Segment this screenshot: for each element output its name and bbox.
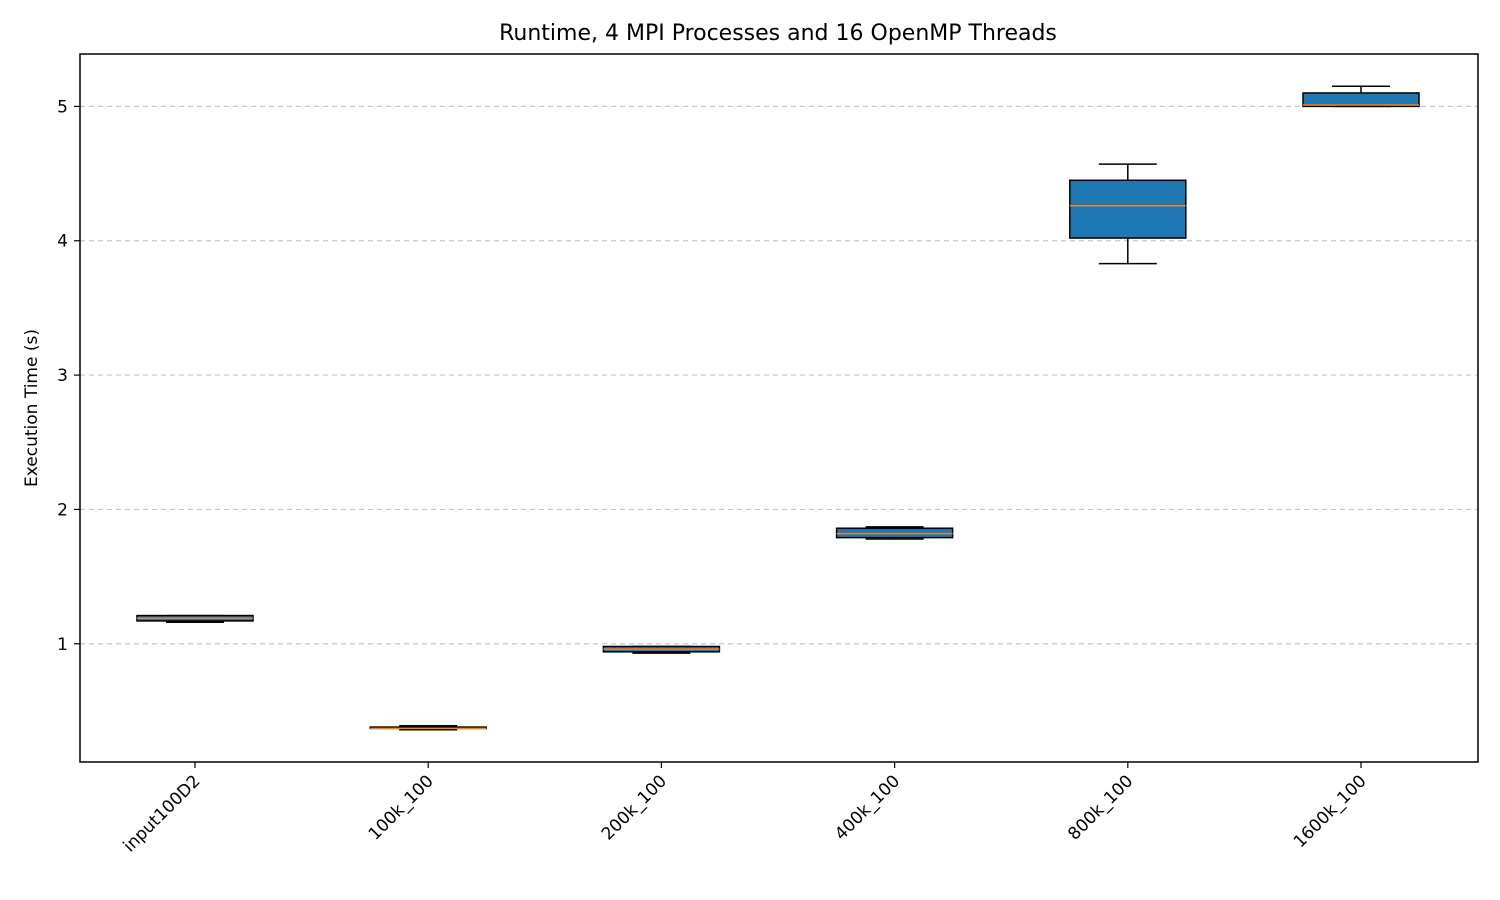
- box-iqr: [1302, 92, 1420, 108]
- plot-frame: [79, 53, 1479, 763]
- box-group: [136, 614, 254, 624]
- y-tick-label: 4: [57, 232, 68, 252]
- y-tick-label: 2: [57, 500, 68, 520]
- y-axis-label: Execution Time (s): [22, 329, 42, 487]
- box-group: [1302, 85, 1420, 108]
- box-group: [1069, 163, 1187, 265]
- x-tick-label: 200k_100: [598, 771, 671, 844]
- chart-title: Runtime, 4 MPI Processes and 16 OpenMP T…: [499, 21, 1057, 46]
- box-group: [835, 526, 954, 540]
- x-tick-label: 800k_100: [1064, 771, 1137, 844]
- grid-lines: [80, 105, 1478, 645]
- x-tick-label: 100k_100: [365, 771, 438, 844]
- x-tick-label: 1600k_100: [1290, 771, 1371, 852]
- box-iqr: [1069, 179, 1187, 239]
- y-tick-label: 3: [57, 366, 68, 386]
- y-tick-label: 1: [57, 635, 68, 655]
- box-series: [136, 85, 1420, 731]
- x-tick-label: 400k_100: [831, 771, 904, 844]
- box-group: [369, 724, 487, 731]
- y-axis: 1 2 3 4 5: [57, 97, 80, 655]
- box-group: [602, 645, 721, 654]
- x-tick-label: input100D2: [120, 771, 205, 856]
- y-tick-label: 5: [57, 97, 68, 117]
- x-axis: input100D2 100k_100 200k_100 400k_100 800k_1…: [120, 762, 1371, 856]
